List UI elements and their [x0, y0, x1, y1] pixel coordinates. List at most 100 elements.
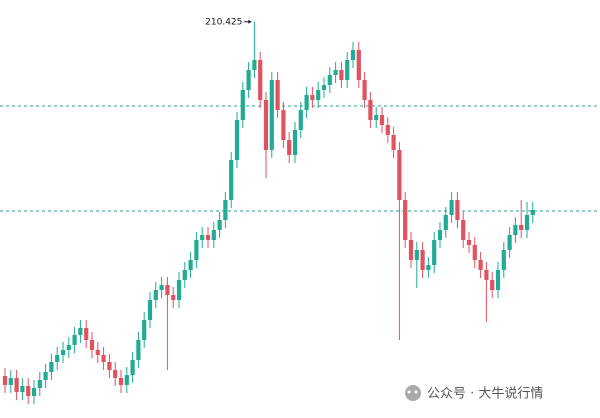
- candle-body: [84, 328, 89, 340]
- candle-body: [182, 270, 187, 280]
- candle-body: [379, 115, 385, 125]
- candle-body: [362, 80, 367, 100]
- candle-body: [287, 140, 292, 155]
- watermark-icon-eye: [407, 390, 411, 394]
- candle-body: [240, 90, 245, 120]
- high-label: 210.425: [205, 17, 242, 27]
- candle-body: [234, 120, 240, 160]
- candle-body: [37, 380, 42, 388]
- candle-body: [113, 370, 118, 378]
- candle-body: [130, 360, 135, 375]
- candle-body: [501, 250, 506, 270]
- candle-body: [495, 270, 501, 290]
- candle-body: [339, 70, 344, 80]
- candle-body: [455, 200, 460, 220]
- candle-body: [124, 375, 129, 385]
- candle-body: [350, 50, 356, 60]
- candle-body: [176, 280, 182, 300]
- candle-body: [269, 80, 274, 150]
- candle-body: [147, 300, 153, 320]
- candle-body: [89, 340, 95, 350]
- candle-body: [507, 235, 512, 250]
- candle-body: [142, 320, 147, 340]
- candle-body: [414, 250, 419, 260]
- candle-body: [298, 110, 303, 130]
- candle-body: [490, 280, 495, 290]
- candle-body: [78, 328, 83, 335]
- candle-body: [281, 110, 286, 140]
- candle-body: [333, 70, 338, 75]
- watermark-icon-eye: [414, 390, 418, 394]
- plot: 210.425: [0, 17, 600, 404]
- candle-body: [304, 95, 309, 110]
- candle-body: [275, 80, 280, 110]
- candle-body: [43, 372, 48, 380]
- candle-body: [310, 95, 315, 100]
- candle-body: [8, 378, 13, 385]
- candle-body: [484, 270, 489, 280]
- candle-body: [524, 215, 530, 230]
- candle-body: [420, 250, 425, 270]
- candle-body: [171, 295, 176, 300]
- candle-body: [443, 215, 448, 230]
- candle-body: [530, 210, 535, 215]
- candle-body: [316, 90, 321, 100]
- candle-body: [26, 386, 31, 396]
- candle-body: [449, 200, 454, 215]
- candle-body: [118, 378, 124, 385]
- candle-body: [153, 290, 158, 300]
- candle-body: [223, 200, 228, 220]
- candle-body: [49, 362, 54, 372]
- candle-body: [391, 135, 396, 150]
- candle-body: [200, 235, 205, 240]
- candle-body: [368, 100, 373, 120]
- candle-body: [217, 220, 222, 230]
- candle-body: [478, 260, 483, 270]
- candle-body: [426, 265, 431, 270]
- watermark-text: 公众号 · 大牛说行情: [427, 387, 543, 402]
- candle-body: [292, 130, 298, 155]
- candle-body: [258, 60, 263, 100]
- candle-body: [466, 240, 472, 245]
- candle-body: [472, 245, 477, 260]
- watermark: 公众号 · 大牛说行情: [405, 385, 543, 402]
- candle-body: [55, 355, 60, 362]
- candle-body: [437, 230, 443, 240]
- candle-body: [461, 220, 466, 240]
- candle-body: [432, 240, 437, 265]
- candle-body: [72, 335, 77, 345]
- candle-body: [211, 230, 216, 240]
- candle-body: [397, 150, 402, 200]
- watermark-icon: [405, 385, 421, 401]
- candle-body: [321, 85, 327, 90]
- candle-body: [205, 235, 211, 240]
- candle-body: [408, 240, 414, 260]
- candle-body: [20, 386, 25, 392]
- candle-body: [136, 340, 141, 360]
- candle-body: [2, 376, 8, 385]
- candle-body: [513, 225, 518, 235]
- candle-body: [31, 388, 37, 396]
- candle-body: [60, 350, 66, 355]
- candle-body: [159, 285, 164, 290]
- candle-body: [374, 115, 379, 120]
- candle-body: [229, 160, 234, 200]
- high-arrow-head: [248, 19, 252, 24]
- candle-body: [246, 70, 251, 90]
- candle-body: [165, 285, 170, 295]
- candle-body: [403, 200, 408, 240]
- candle-body: [194, 240, 199, 260]
- candle-body: [385, 125, 390, 135]
- candle-body: [519, 225, 524, 230]
- candle-body: [101, 355, 106, 362]
- candle-body: [95, 350, 100, 355]
- candle-body: [188, 260, 193, 270]
- candle-body: [263, 100, 269, 150]
- candle-body: [345, 60, 350, 80]
- candle-body: [107, 362, 112, 370]
- candle-body: [252, 60, 257, 70]
- candle-body: [66, 345, 71, 350]
- candle-body: [327, 75, 332, 85]
